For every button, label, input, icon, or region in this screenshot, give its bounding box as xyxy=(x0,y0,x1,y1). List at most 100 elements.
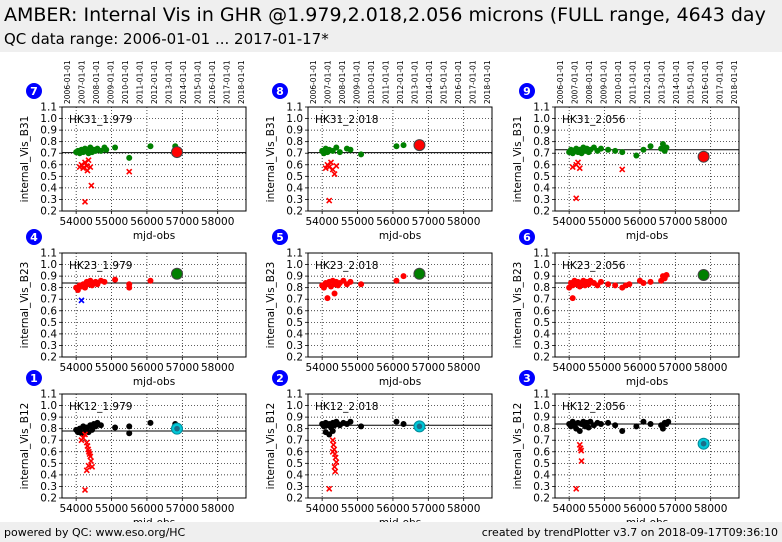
data-point-x xyxy=(80,165,87,172)
data-point xyxy=(640,280,647,287)
y-tick-label: 0.5 xyxy=(286,458,303,470)
date-tick-label: 2009-01-01 xyxy=(353,60,362,104)
panel-badge-number: 8 xyxy=(276,85,284,98)
plot-frame xyxy=(554,393,740,499)
panel-badge-number: 2 xyxy=(276,372,284,385)
panel-badge xyxy=(519,370,535,386)
date-tick-label: 2018-01-01 xyxy=(483,60,492,104)
x-tick-label: 54000 xyxy=(59,503,92,515)
x-stroke xyxy=(81,198,89,205)
data-point xyxy=(147,419,154,426)
data-point xyxy=(112,144,119,151)
x-stroke xyxy=(322,165,329,172)
x-stroke xyxy=(332,468,339,475)
data-point xyxy=(393,143,400,150)
date-tick-label: 2015-01-01 xyxy=(194,60,203,104)
y-tick-label: 0.3 xyxy=(40,340,57,352)
y-tick-label: 0.7 xyxy=(40,294,57,306)
data-point xyxy=(147,143,154,150)
date-tick-label: 2010-01-01 xyxy=(121,60,130,104)
panel-badge xyxy=(519,83,535,99)
y-tick-label: 0.4 xyxy=(286,182,303,194)
y-tick-label: 0.8 xyxy=(286,282,303,294)
date-tick-label: 2011-01-01 xyxy=(382,60,391,104)
y-tick-label: 0.3 xyxy=(40,481,57,493)
plot-frame xyxy=(554,106,740,212)
data-point-x xyxy=(333,162,340,169)
data-point-x xyxy=(326,197,333,204)
date-tick-label: 2014-01-01 xyxy=(179,60,188,104)
y-tick-label: 1.1 xyxy=(533,248,550,260)
x-tick-label: 56000 xyxy=(623,362,656,374)
y-axis-label: internal_Vis_B31 xyxy=(265,116,277,203)
date-tick-label: 2008-01-01 xyxy=(92,60,101,104)
y-tick-label: 0.9 xyxy=(40,412,57,424)
y-tick-label: 0.7 xyxy=(533,294,550,306)
y-tick-label: 0.2 xyxy=(40,493,57,505)
data-point xyxy=(400,142,407,149)
x-stroke xyxy=(89,463,96,470)
date-tick-label: 2016-01-01 xyxy=(701,60,710,104)
y-tick-label: 0.3 xyxy=(533,340,550,352)
panel-badge xyxy=(272,229,288,245)
y-tick-label: 1.1 xyxy=(533,389,550,401)
x-stroke xyxy=(83,467,90,474)
x-stroke xyxy=(80,434,87,441)
y-axis-label: internal_Vis_B23 xyxy=(265,262,277,349)
data-point xyxy=(585,424,592,431)
panel-label: HK31_2.018 xyxy=(315,114,378,126)
y-tick-label: 0.9 xyxy=(286,412,303,424)
panel-badge-number: 6 xyxy=(523,231,531,244)
x-axis-label: mjd-obs xyxy=(379,230,421,242)
x-stroke xyxy=(329,448,336,455)
y-tick-label: 0.4 xyxy=(533,182,550,194)
x-stroke xyxy=(326,164,333,171)
data-point-x xyxy=(576,165,583,172)
data-point xyxy=(393,277,400,284)
x-stroke xyxy=(126,168,133,175)
y-tick-label: 0.6 xyxy=(533,446,550,458)
data-point xyxy=(126,423,133,430)
panel-badge xyxy=(26,83,42,99)
y-tick-label: 0.9 xyxy=(286,125,303,137)
x-stroke xyxy=(578,457,585,465)
x-stroke xyxy=(87,453,94,460)
data-point xyxy=(663,271,670,278)
panel-badge xyxy=(26,229,42,245)
data-point xyxy=(576,427,583,434)
x-tick-label: 55000 xyxy=(588,362,621,374)
x-tick-label: 55000 xyxy=(588,503,621,515)
data-point xyxy=(605,419,612,426)
data-point xyxy=(358,423,365,430)
x-stroke xyxy=(577,445,584,452)
panel-badge xyxy=(26,370,42,386)
data-point xyxy=(329,427,336,434)
x-stroke xyxy=(87,164,94,171)
data-point-x xyxy=(326,485,333,492)
data-point-x xyxy=(83,467,90,474)
date-tick-label: 2017-01-01 xyxy=(223,60,232,104)
x-stroke xyxy=(85,157,92,164)
y-tick-label: 0.5 xyxy=(286,171,303,183)
x-stroke xyxy=(85,446,92,453)
data-point xyxy=(640,146,647,153)
date-tick-label: 2018-01-01 xyxy=(730,60,739,104)
date-tick-label: 2010-01-01 xyxy=(614,60,623,104)
x-tick-label: 56000 xyxy=(130,216,163,228)
y-tick-label: 0.2 xyxy=(286,493,303,505)
date-tick-label: 2014-01-01 xyxy=(672,60,681,104)
y-tick-label: 0.2 xyxy=(533,493,550,505)
y-tick-label: 0.6 xyxy=(533,305,550,317)
y-tick-label: 0.5 xyxy=(40,317,57,329)
y-tick-label: 0.4 xyxy=(40,328,57,340)
x-tick-label: 54000 xyxy=(59,362,92,374)
date-tick-label: 2013-01-01 xyxy=(658,60,667,104)
date-tick-label: 2006-01-01 xyxy=(309,60,318,104)
panel-4: 0.20.30.40.50.60.70.80.91.01.1 54000 55000… xyxy=(19,229,247,388)
data-point xyxy=(640,418,647,425)
data-point-x xyxy=(87,457,95,465)
y-tick-label: 1.0 xyxy=(533,259,550,271)
data-point-x xyxy=(81,431,89,438)
data-point xyxy=(400,273,407,280)
